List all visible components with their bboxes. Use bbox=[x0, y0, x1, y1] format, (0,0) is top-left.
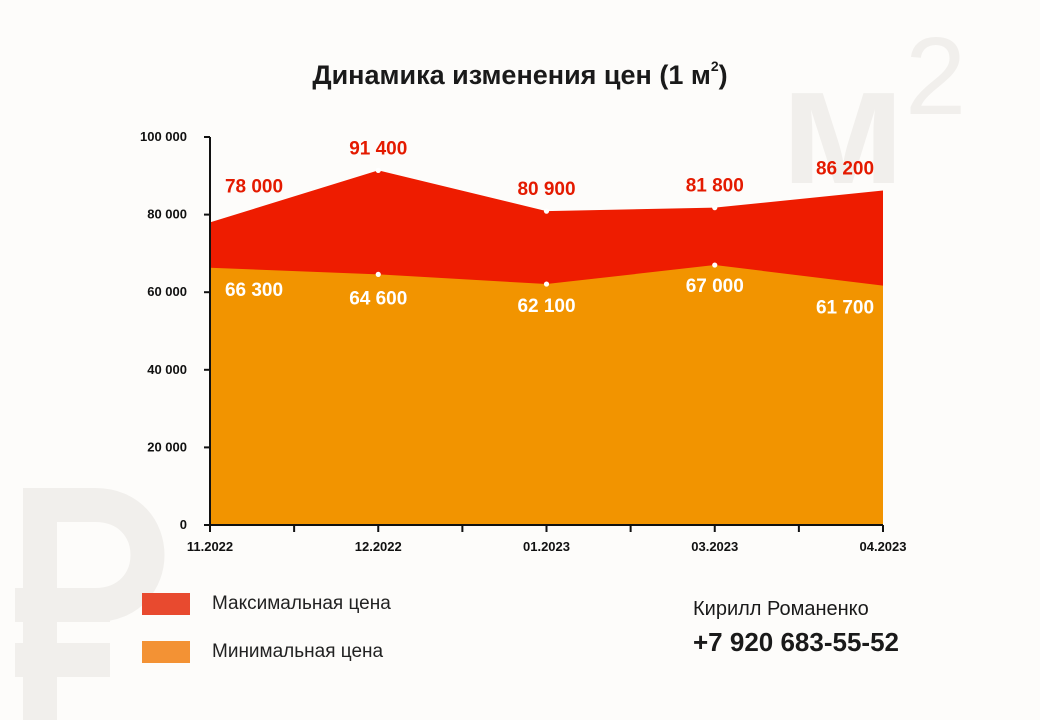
data-label-min: 64 600 bbox=[349, 288, 407, 309]
data-label-max: 86 200 bbox=[816, 159, 874, 180]
legend-label-min: Минимальная цена bbox=[212, 641, 384, 662]
data-label-max: 81 800 bbox=[686, 176, 744, 197]
y-tick-label: 80 000 bbox=[147, 207, 187, 222]
x-tick-label: 03.2023 bbox=[691, 539, 738, 554]
legend-swatch-min bbox=[142, 641, 190, 663]
series-area-min bbox=[210, 265, 883, 525]
y-tick-label: 100 000 bbox=[140, 129, 187, 144]
x-tick-label: 04.2023 bbox=[860, 539, 907, 554]
data-label-max: 91 400 bbox=[349, 138, 407, 159]
data-label-max: 78 000 bbox=[225, 176, 283, 197]
data-label-min: 62 100 bbox=[517, 296, 575, 317]
point-min bbox=[712, 262, 718, 268]
chart-title-text: Динамика изменения цен (1 м bbox=[312, 60, 711, 90]
data-label-min: 66 300 bbox=[225, 280, 283, 301]
data-label-min: 67 000 bbox=[686, 276, 744, 297]
watermark-m-letter: м bbox=[780, 30, 906, 220]
ruble-watermark-shape bbox=[15, 488, 165, 720]
contact-name: Кирилл Романенко bbox=[693, 598, 869, 620]
y-tick-label: 0 bbox=[180, 517, 187, 532]
legend-item-min: Минимальная цена bbox=[142, 628, 391, 676]
x-tick-label: 01.2023 bbox=[523, 539, 570, 554]
ruble-watermark-icon bbox=[15, 488, 165, 720]
contact-phone: +7 920 683-55-52 bbox=[693, 627, 900, 657]
point-max bbox=[375, 167, 381, 173]
data-label-max: 80 900 bbox=[517, 179, 575, 200]
contact-block: Кирилл Романенко +7 920 683-55-52 bbox=[693, 598, 899, 658]
legend: Максимальная цена Минимальная цена bbox=[142, 580, 391, 676]
chart-axes: 0 20 000 40 000 60 000 80 000 100 000 11.2022 1… bbox=[140, 129, 907, 554]
chart-title: Динамика изменения цен (1 м2) bbox=[312, 58, 728, 90]
chart-title-superscript: 2 bbox=[710, 58, 719, 74]
watermark-exponent: 2 bbox=[905, 15, 967, 138]
point-max bbox=[712, 205, 718, 211]
y-tick-label: 20 000 bbox=[147, 439, 187, 454]
point-min bbox=[543, 281, 550, 287]
y-tick-label: 60 000 bbox=[147, 284, 187, 299]
chart-areas bbox=[210, 170, 883, 526]
legend-swatch-max bbox=[142, 593, 190, 615]
data-label-min: 61 700 bbox=[816, 298, 874, 319]
x-tick-label: 11.2022 bbox=[187, 539, 233, 554]
chart-data-labels: 78 000 91 400 80 900 81 800 86 200 66 300 64 6… bbox=[225, 138, 874, 318]
x-tick-label: 12.2022 bbox=[355, 539, 402, 554]
legend-item-max: Максимальная цена bbox=[142, 580, 391, 628]
y-tick-label: 40 000 bbox=[147, 362, 187, 377]
point-max bbox=[543, 208, 550, 214]
legend-label-max: Максимальная цена bbox=[212, 593, 391, 614]
chart-points bbox=[375, 167, 718, 287]
point-min bbox=[375, 271, 381, 277]
